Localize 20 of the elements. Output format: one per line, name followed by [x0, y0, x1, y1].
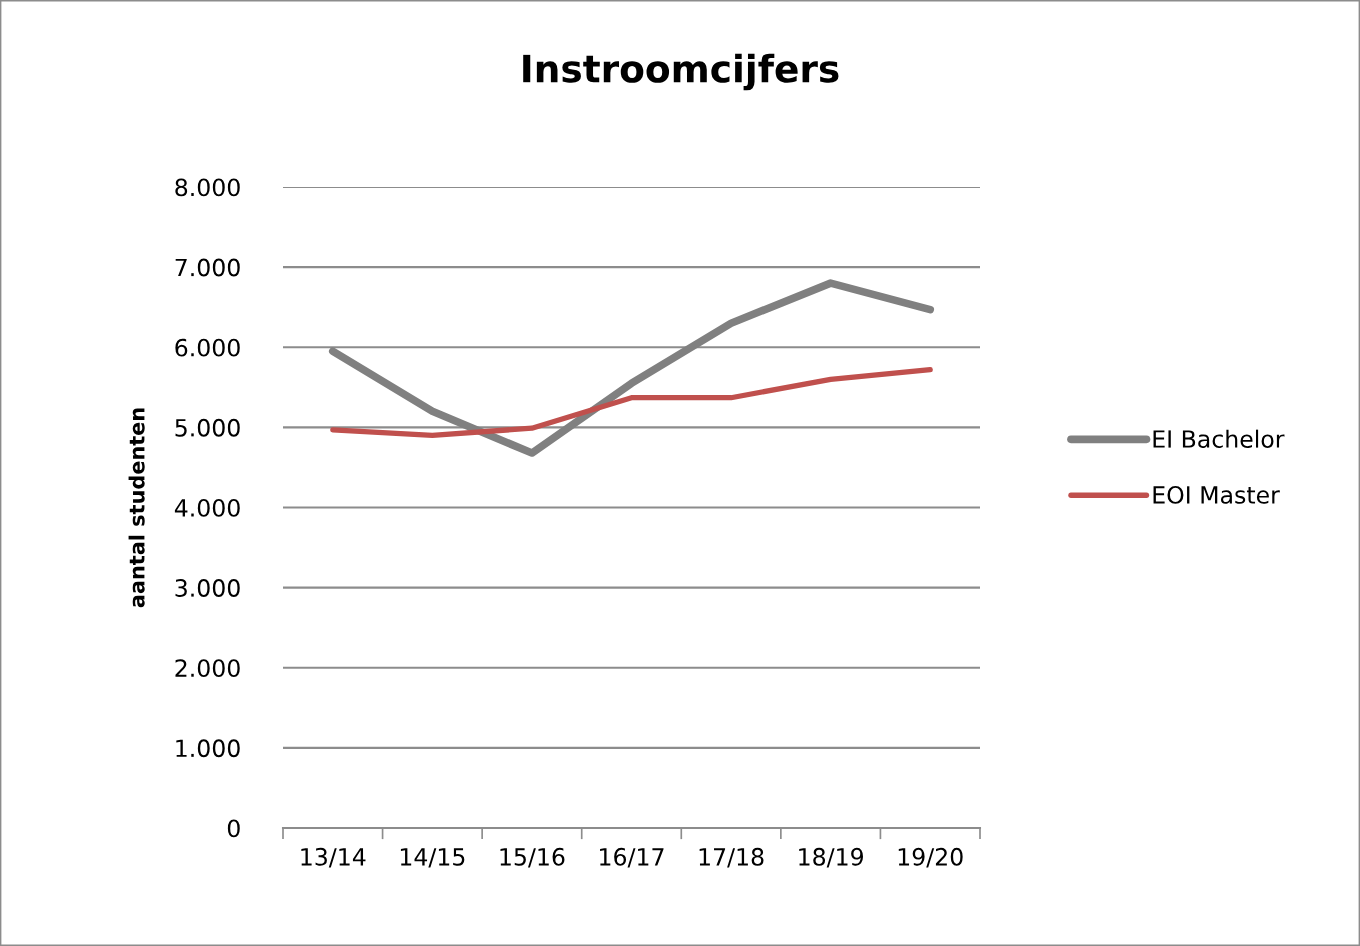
y-tick-label: 7.000	[175, 258, 240, 277]
x-tick-label: 14/15	[400, 848, 465, 868]
x-tick-label: 13/14	[301, 847, 366, 868]
y-tick-label: 0	[227, 819, 240, 838]
x-tick-label: 15/16	[500, 847, 565, 868]
y-tick-label: 4.000	[174, 498, 240, 517]
y-tick-label: 8.000	[175, 178, 240, 197]
legend-label: EOI Master	[1153, 485, 1280, 504]
legend-label: EI Bachelor	[1153, 429, 1285, 448]
y-tick-label: 1.000	[176, 739, 240, 758]
y-tick-label: 2.000	[175, 659, 240, 678]
x-tick-label: 16/17	[600, 847, 664, 868]
y-tick-label: 3.000	[175, 579, 240, 597]
chart-title: Instroomcijfers	[523, 53, 839, 91]
x-tick-label: 19/20	[898, 847, 963, 868]
y-tick-label: 5.000	[175, 418, 240, 437]
y-axis-title: aantal studenten	[128, 408, 145, 608]
y-tick-label: 6.000	[175, 338, 240, 357]
x-tick-label: 18/19	[799, 847, 863, 868]
x-tick-label: 17/18	[699, 847, 764, 868]
